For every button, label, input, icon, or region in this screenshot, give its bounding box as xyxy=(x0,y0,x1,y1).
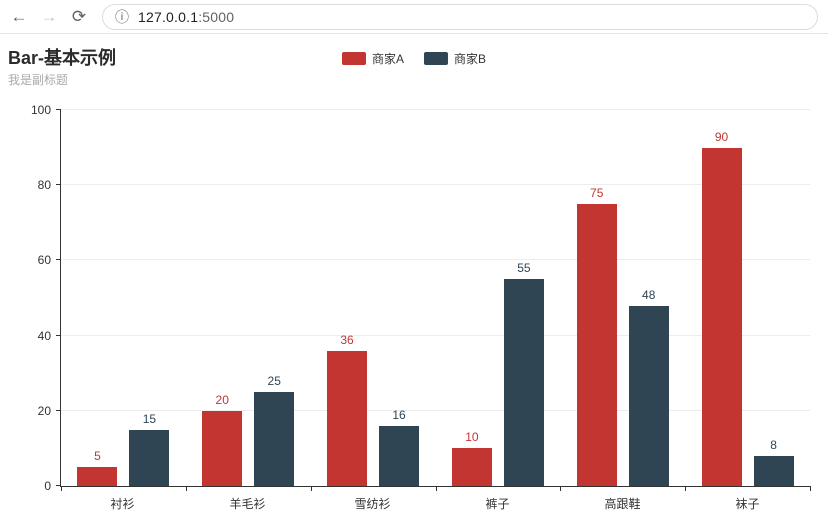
bar-value-label: 20 xyxy=(215,392,229,407)
bar-value-label: 90 xyxy=(714,129,729,144)
bar-group: 5 15 xyxy=(61,110,186,486)
y-tick-label: 80 xyxy=(37,178,51,193)
plot-area: 0 20 40 60 80 100 5 15 20 25 36 16 10 55 75 48 90 8 xyxy=(31,103,811,493)
gridline xyxy=(61,109,810,110)
y-axis-tick xyxy=(56,485,61,486)
x-axis-tick xyxy=(185,486,187,491)
url-host: 127.0.0.1 xyxy=(138,8,199,25)
bar-value-label: 8 xyxy=(770,437,777,452)
url-port: :5000 xyxy=(198,8,235,25)
x-axis-tick xyxy=(560,486,562,491)
legend-marker-icon xyxy=(424,52,448,65)
legend-marker-icon xyxy=(341,52,366,65)
reload-icon[interactable]: ⟳ xyxy=(71,6,87,26)
legend-item[interactable]: 商家B xyxy=(424,50,486,67)
gridline xyxy=(61,184,810,186)
bar-group: 90 8 xyxy=(685,110,810,486)
bar[interactable]: 10 xyxy=(451,430,492,486)
chart-subtitle: 我是副标题 xyxy=(8,73,69,87)
bar-value-label: 75 xyxy=(590,186,604,200)
bar[interactable]: 16 xyxy=(379,408,420,486)
bar-value-label: 55 xyxy=(517,261,531,276)
x-axis-tick xyxy=(435,486,437,491)
category-label: 衬衫 xyxy=(110,497,135,511)
address-bar[interactable]: ⓘ 127.0.0.1:5000 xyxy=(102,3,818,30)
bar[interactable]: 90 xyxy=(701,130,742,486)
bar-group: 10 55 xyxy=(435,110,560,486)
gridline xyxy=(61,409,810,411)
legend-label: 商家A xyxy=(371,52,404,66)
category-label: 袜子 xyxy=(735,497,760,511)
bar-groups: 5 15 20 25 36 16 10 55 75 48 90 8 xyxy=(61,110,810,486)
category-label: 裤子 xyxy=(485,497,510,511)
browser-toolbar: ← → ⟳ ⓘ 127.0.0.1:5000 xyxy=(0,0,828,34)
y-axis-tick xyxy=(56,184,61,186)
page-info-icon[interactable]: ⓘ xyxy=(115,8,129,25)
y-axis-tick xyxy=(56,109,61,110)
bar[interactable]: 48 xyxy=(628,288,669,486)
bar[interactable]: 8 xyxy=(753,438,794,486)
x-axis-tick xyxy=(810,486,811,491)
bar-value-label: 5 xyxy=(94,449,101,464)
bar-value-label: 10 xyxy=(465,430,479,445)
bar[interactable]: 75 xyxy=(576,186,617,486)
bar-value-label: 16 xyxy=(392,407,406,422)
page-content: Bar-基本示例 我是副标题 商家A 商家B 0 20 40 60 80 100 5 15 20 2… xyxy=(0,34,828,517)
category-label: 羊毛衫 xyxy=(229,497,266,511)
category-label: 雪纺衫 xyxy=(354,497,391,511)
x-axis-labels: 衬衫 羊毛衫 雪纺衫 裤子 高跟鞋 袜子 xyxy=(60,495,810,512)
gridline xyxy=(61,259,810,261)
y-tick-label: 60 xyxy=(37,253,51,268)
bar[interactable]: 36 xyxy=(327,333,368,486)
y-tick-label: 20 xyxy=(37,403,51,418)
bar-group: 75 48 xyxy=(560,110,685,486)
category-label: 高跟鞋 xyxy=(604,497,641,511)
bar-value-label: 36 xyxy=(340,332,354,347)
bar[interactable]: 25 xyxy=(254,374,295,486)
y-axis-tick xyxy=(56,259,61,261)
bar-value-label: 25 xyxy=(267,374,281,388)
bar-group: 36 16 xyxy=(311,110,436,486)
y-axis-tick xyxy=(56,409,61,411)
legend-item[interactable]: 商家A xyxy=(341,50,404,67)
bar[interactable]: 5 xyxy=(77,449,118,486)
url-text: 127.0.0.1:5000 xyxy=(138,9,234,25)
bar-group: 20 25 xyxy=(186,110,311,486)
bar-value-label: 15 xyxy=(142,411,157,426)
y-tick-label: 100 xyxy=(30,103,51,117)
bar[interactable]: 20 xyxy=(202,393,243,486)
bar-value-label: 48 xyxy=(642,287,656,302)
chart-title: Bar-基本示例 xyxy=(8,48,117,68)
bar[interactable]: 15 xyxy=(129,412,170,486)
x-axis-tick xyxy=(310,486,312,491)
y-tick-label: 0 xyxy=(44,479,51,493)
x-axis-tick xyxy=(685,486,687,491)
legend-label: 商家B xyxy=(454,52,487,66)
bar[interactable]: 55 xyxy=(503,261,544,486)
back-icon[interactable]: ← xyxy=(10,6,28,26)
y-tick-label: 40 xyxy=(37,328,51,343)
y-axis-tick xyxy=(56,334,61,336)
x-axis-tick xyxy=(61,486,62,491)
legend: 商家A 商家B xyxy=(341,50,486,67)
gridline xyxy=(61,334,810,336)
forward-icon[interactable]: → xyxy=(40,6,58,26)
